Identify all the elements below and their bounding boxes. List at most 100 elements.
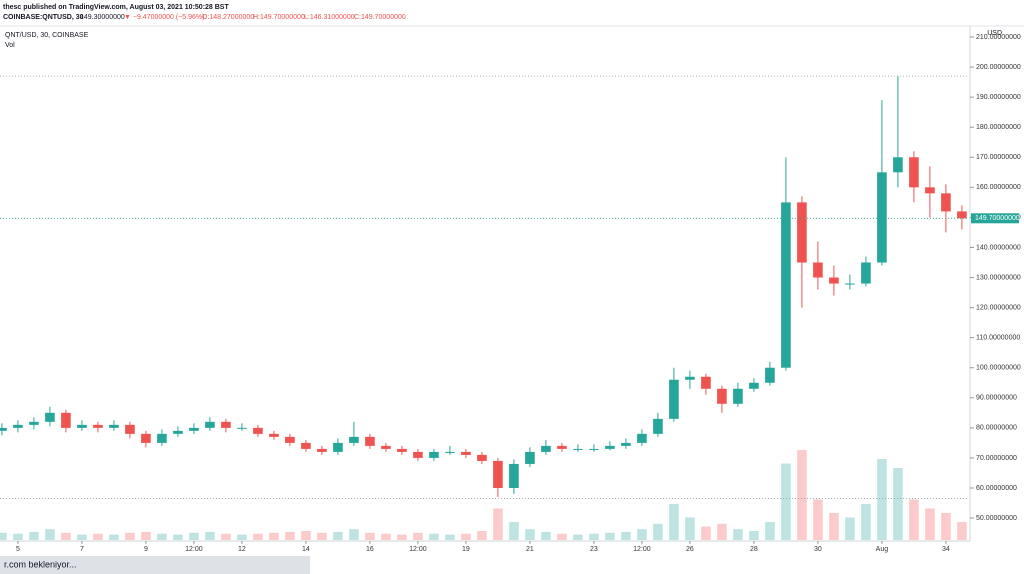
volume-bar — [957, 522, 967, 540]
x-tick-label: 12:00 — [185, 546, 203, 553]
candle-body — [557, 445, 567, 449]
volume-bar — [541, 531, 551, 540]
candle-body — [813, 262, 823, 278]
candle-body — [429, 451, 439, 458]
candle-body — [237, 427, 247, 429]
candle-body — [605, 445, 615, 449]
volume-bar — [429, 533, 439, 540]
volume-bar — [221, 533, 231, 540]
y-tick-label: 80.00000000 — [976, 425, 1017, 432]
candle-body — [829, 277, 839, 284]
candle-body — [413, 451, 423, 458]
y-tick-label: 100.00000000 — [976, 365, 1021, 372]
volume-bar — [765, 522, 775, 540]
volume-bar — [733, 529, 743, 540]
x-tick-label: 9 — [144, 546, 148, 553]
volume-bar — [285, 531, 295, 540]
candle-body — [509, 463, 519, 488]
volume-bar — [349, 529, 359, 540]
volume-bar — [925, 508, 935, 540]
x-tick-label: 16 — [366, 546, 374, 553]
candle-body — [221, 421, 231, 428]
candle-body — [477, 454, 487, 461]
candle-body — [893, 157, 903, 173]
candle-body — [109, 424, 119, 428]
volume-bar — [253, 533, 263, 540]
candle-body — [189, 427, 199, 431]
symbol: COINBASE:QNTUSD, 30 — [3, 14, 84, 21]
y-tick-label: 160.00000000 — [976, 184, 1021, 191]
candle-body — [861, 262, 871, 284]
volume-label: Vol — [5, 42, 15, 49]
x-tick-label: 28 — [750, 546, 758, 553]
x-tick-label: 19 — [462, 546, 470, 553]
volume-bar — [893, 468, 903, 540]
volume-bar — [829, 513, 839, 540]
volume-bar — [797, 450, 807, 540]
y-tick-label: 70.00000000 — [976, 455, 1017, 462]
y-tick-label: 180.00000000 — [976, 124, 1021, 131]
candle-body — [637, 433, 647, 443]
y-tick-label: 210.00000000 — [976, 34, 1021, 41]
candle-body — [909, 157, 919, 188]
x-tick-label: 12:00 — [633, 546, 651, 553]
candle-body — [733, 388, 743, 404]
volume-bar — [573, 534, 583, 540]
volume-bar — [365, 532, 375, 540]
candle-body — [797, 202, 807, 263]
candle-body — [141, 433, 151, 443]
candle-body — [285, 436, 295, 443]
volume-bar — [813, 499, 823, 540]
x-tick-label: 12 — [238, 546, 246, 553]
candle-body — [205, 421, 215, 428]
candle-body — [925, 187, 935, 194]
low: L:146.31000000 — [304, 14, 355, 21]
volume-bar — [605, 532, 615, 540]
candle-body — [621, 442, 631, 446]
candle-body — [669, 379, 679, 419]
candle-body — [701, 376, 711, 389]
volume-bar — [669, 504, 679, 540]
candle-body — [397, 448, 407, 452]
x-tick-label: 12:00 — [409, 546, 427, 553]
candle-body — [365, 436, 375, 446]
candle-body — [381, 445, 391, 449]
volume-bar — [141, 531, 151, 540]
volume-bar — [509, 522, 519, 540]
candle-body — [77, 424, 87, 428]
change: ▼ −9.47000000 (−5.96%) — [124, 14, 205, 21]
volume-bar — [109, 534, 119, 540]
x-tick-label: Aug — [876, 546, 889, 553]
open: O:148.27000000 — [202, 14, 254, 21]
y-tick-label: 170.00000000 — [976, 154, 1021, 161]
volume-bar — [621, 531, 631, 540]
volume-bar — [637, 529, 647, 540]
y-tick-label: 130.00000000 — [976, 274, 1021, 281]
candle-body — [61, 412, 71, 428]
candle-body — [525, 451, 535, 464]
candle-body — [317, 448, 327, 452]
candle-body — [173, 430, 183, 434]
candle-body — [445, 451, 455, 453]
x-tick-label: 34 — [942, 546, 950, 553]
candle-body — [845, 283, 855, 285]
volume-bar — [525, 529, 535, 540]
candle-body — [653, 418, 663, 434]
volume-bar — [61, 532, 71, 540]
status-bar — [0, 556, 310, 574]
y-tick-label: 90.00000000 — [976, 395, 1017, 402]
volume-bar — [157, 533, 167, 540]
y-tick-label: 200.00000000 — [976, 64, 1021, 71]
candle-body — [461, 451, 471, 455]
candle-body — [573, 448, 583, 450]
volume-bar — [93, 533, 103, 540]
volume-bar — [653, 523, 663, 540]
close: C:149.70000000 — [354, 14, 406, 21]
volume-bar — [189, 532, 199, 540]
volume-bar — [877, 459, 887, 540]
last-price-tag — [971, 213, 1019, 224]
candle-body — [941, 193, 951, 212]
volume-bar — [685, 517, 695, 540]
